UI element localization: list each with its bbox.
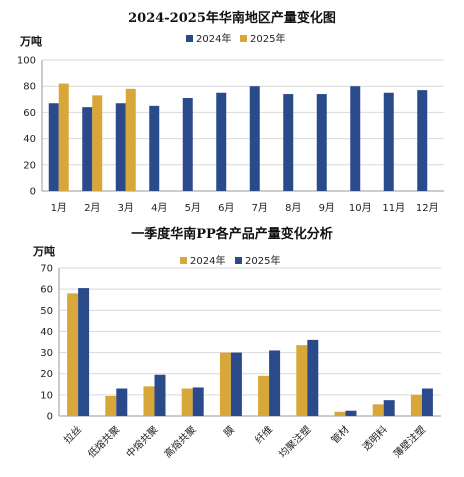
chart2-legend-swatch-2024 bbox=[180, 257, 187, 264]
y-tick-label: 30 bbox=[40, 348, 53, 359]
bar-series2 bbox=[421, 388, 433, 416]
chart2-unit-label: 万吨 bbox=[32, 244, 55, 258]
x-tick-label: 低熔共聚 bbox=[85, 423, 122, 460]
bar-series1 bbox=[316, 94, 327, 191]
y-tick-label: 0 bbox=[30, 187, 36, 198]
chart2-legend-swatch-2025 bbox=[235, 257, 242, 264]
x-tick-label: 纤维 bbox=[252, 423, 275, 446]
monthly-output-chart: 2024-2025年华南地区产量变化图 万吨 2024年 2025年 0 20 40… bbox=[17, 10, 444, 214]
chart2-legend-label-2024: 2024年 bbox=[190, 254, 225, 267]
bar-series1 bbox=[143, 386, 155, 416]
x-tick-label: 均聚注塑 bbox=[276, 423, 313, 460]
x-tick-label: 1月 bbox=[51, 202, 67, 214]
chart2-gridlines bbox=[58, 267, 441, 417]
bar-series2 bbox=[307, 339, 319, 416]
bar-series1 bbox=[417, 90, 428, 191]
x-tick-label: 8月 bbox=[285, 202, 301, 214]
bar-series1 bbox=[283, 94, 294, 191]
y-tick-label: 70 bbox=[40, 264, 53, 275]
y-tick-label: 0 bbox=[47, 412, 53, 423]
chart2-y-axis: 0 10 20 30 40 50 60 70 bbox=[40, 264, 53, 423]
x-tick-label: 管材 bbox=[328, 423, 351, 446]
bar-series2 bbox=[78, 288, 90, 416]
bar-series1 bbox=[115, 103, 126, 191]
x-tick-label: 2月 bbox=[84, 202, 100, 214]
bar-series2 bbox=[345, 410, 357, 416]
y-tick-label: 10 bbox=[40, 390, 53, 401]
chart2-bars bbox=[67, 288, 433, 416]
x-tick-label: 11月 bbox=[382, 202, 405, 214]
x-tick-label: 膜 bbox=[221, 424, 237, 440]
chart2-title: 一季度华南PP各产品产量变化分析 bbox=[131, 226, 333, 242]
product-output-chart: 一季度华南PP各产品产量变化分析 万吨 2024年 2025年 0 10 20 30 4… bbox=[32, 226, 441, 460]
bar-series1 bbox=[258, 375, 270, 416]
bar-series2 bbox=[269, 350, 281, 416]
y-tick-label: 60 bbox=[40, 285, 53, 296]
y-tick-label: 20 bbox=[23, 160, 36, 171]
bar-series1 bbox=[383, 92, 394, 191]
bar-series2 bbox=[230, 352, 242, 416]
bar-series1 bbox=[350, 86, 361, 191]
chart1-gridlines bbox=[41, 59, 444, 192]
y-tick-label: 80 bbox=[23, 82, 36, 93]
chart1-bars bbox=[48, 83, 428, 191]
bar-series2 bbox=[58, 83, 69, 191]
bar-series1 bbox=[219, 352, 231, 416]
bar-series1 bbox=[149, 105, 160, 191]
bar-series1 bbox=[48, 103, 59, 191]
x-tick-label: 9月 bbox=[319, 202, 335, 214]
x-tick-label: 7月 bbox=[252, 202, 268, 214]
bar-series1 bbox=[334, 411, 346, 416]
bar-series2 bbox=[125, 88, 136, 191]
chart1-legend-label-2024: 2024年 bbox=[196, 32, 231, 45]
chart1-legend-swatch-2024 bbox=[186, 35, 193, 42]
bar-series1 bbox=[82, 107, 93, 191]
bar-series2 bbox=[154, 374, 166, 416]
x-tick-label: 薄壁注塑 bbox=[391, 423, 428, 460]
chart2-x-axis: 拉丝 低熔共聚 中熔共聚 高熔共聚 膜纤维 均聚注塑 管材 透明料 薄壁注塑 bbox=[61, 423, 428, 460]
chart1-legend-label-2025: 2025年 bbox=[250, 32, 285, 45]
bar-series2 bbox=[92, 95, 103, 191]
x-tick-label: 12月 bbox=[416, 202, 439, 214]
bar-series2 bbox=[383, 400, 395, 416]
chart2-legend-label-2025: 2025年 bbox=[245, 254, 280, 267]
chart1-legend: 2024年 2025年 bbox=[186, 32, 285, 45]
chart1-legend-swatch-2025 bbox=[240, 35, 247, 42]
bar-series1 bbox=[372, 404, 384, 416]
y-tick-label: 40 bbox=[40, 327, 53, 338]
bar-series1 bbox=[410, 394, 422, 416]
y-tick-label: 50 bbox=[40, 306, 53, 317]
y-tick-label: 20 bbox=[40, 369, 53, 380]
x-tick-label: 3月 bbox=[118, 202, 134, 214]
bar-series1 bbox=[216, 92, 227, 191]
bar-series1 bbox=[249, 86, 260, 191]
bar-series2 bbox=[192, 387, 204, 416]
y-tick-label: 60 bbox=[23, 108, 36, 119]
chart2-legend: 2024年 2025年 bbox=[180, 254, 280, 267]
chart1-x-axis: 1月 2月 3月 4月 5月 6月 7月 8月 9月 10月 11月 12月 bbox=[51, 202, 439, 214]
bar-series1 bbox=[182, 97, 193, 191]
bar-series1 bbox=[105, 395, 117, 416]
x-tick-label: 透明料 bbox=[359, 423, 389, 453]
bar-series1 bbox=[181, 388, 193, 416]
bar-series1 bbox=[296, 345, 308, 416]
y-tick-label: 40 bbox=[23, 134, 36, 145]
chart1-title: 2024-2025年华南地区产量变化图 bbox=[128, 10, 336, 26]
bar-series2 bbox=[116, 388, 128, 416]
x-tick-label: 4月 bbox=[151, 202, 167, 214]
x-tick-label: 6月 bbox=[218, 202, 234, 214]
x-tick-label: 10月 bbox=[349, 202, 372, 214]
x-tick-label: 5月 bbox=[185, 202, 201, 214]
chart1-y-axis: 0 20 40 60 80 100 bbox=[17, 56, 36, 198]
x-tick-label: 高熔共聚 bbox=[161, 423, 198, 460]
x-tick-label: 中熔共聚 bbox=[123, 423, 160, 460]
bar-series1 bbox=[67, 293, 79, 416]
y-tick-label: 100 bbox=[17, 56, 36, 67]
x-tick-label: 拉丝 bbox=[61, 423, 84, 446]
chart1-unit-label: 万吨 bbox=[19, 34, 42, 48]
